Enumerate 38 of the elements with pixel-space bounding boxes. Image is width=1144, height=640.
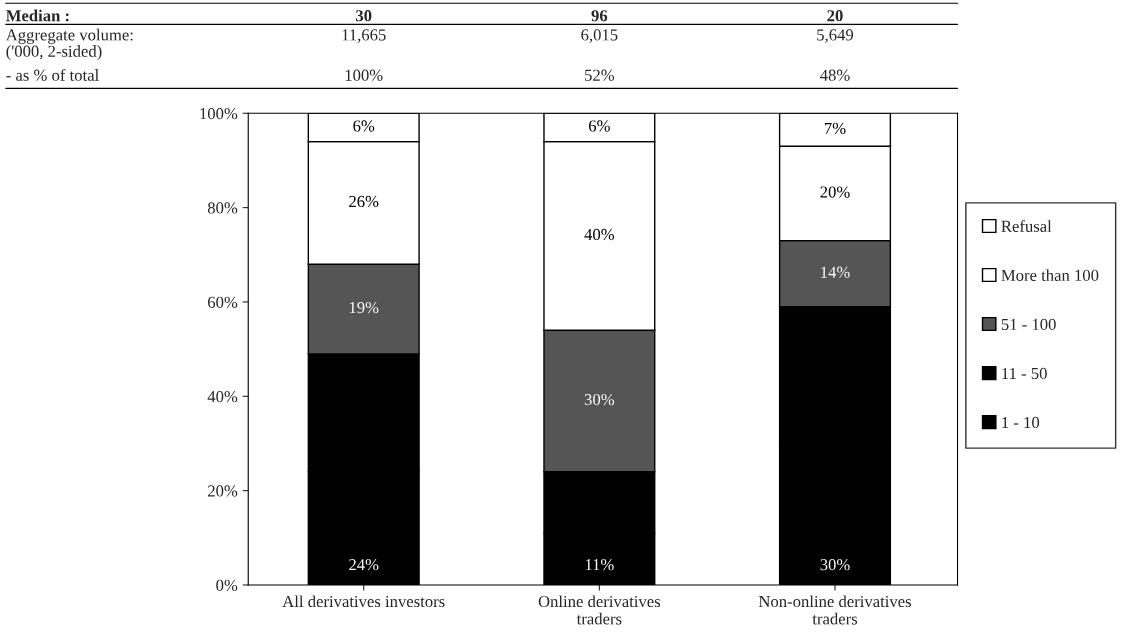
text: 30: [356, 10, 372, 22]
x-tick-label: All derivatives investors: [282, 595, 445, 608]
text: 48%: [820, 69, 850, 81]
y-tick-label: 100%: [200, 107, 238, 120]
text: Median :: [6, 9, 69, 22]
text: 20: [827, 10, 843, 22]
data-label: 19%: [349, 301, 379, 314]
data-label: 6%: [588, 120, 610, 132]
x-tick-label: Online derivatives traders: [538, 595, 661, 625]
data-label: 26%: [349, 195, 379, 208]
data-label: 30%: [584, 393, 615, 406]
x-tick-label: Non-online derivatives traders: [758, 595, 911, 625]
legend-label: 51 - 100: [1001, 318, 1056, 331]
y-tick-label: 20%: [208, 485, 238, 497]
data-label: 11%: [585, 559, 614, 571]
text: Aggregate volume: ('000, 2-sided): [5, 28, 133, 61]
data-label: 30%: [820, 559, 850, 571]
y-tick-label: 60%: [208, 296, 238, 308]
data-label: 7%: [824, 122, 846, 135]
y-tick-label: 80%: [207, 202, 238, 214]
data-label: 24%: [349, 559, 379, 571]
data-label: 6%: [353, 120, 375, 132]
text: 6,015: [581, 29, 618, 43]
text: 5,649: [817, 29, 854, 43]
text: 100%: [345, 69, 383, 81]
text: - as % of total: [6, 68, 99, 81]
data-label: 20%: [820, 186, 850, 198]
legend-label: 1 - 10: [1002, 416, 1040, 429]
legend-label: 11 - 50: [1002, 367, 1047, 380]
text: 52%: [585, 69, 615, 81]
y-tick-label: 40%: [207, 390, 238, 403]
text: 96: [591, 10, 608, 22]
y-tick-label: 0%: [216, 579, 238, 591]
legend-label: More than 100: [1001, 269, 1099, 281]
legend-label: Refusal: [1001, 220, 1052, 232]
text: 11,665: [342, 29, 386, 43]
data-label: 14%: [821, 266, 850, 278]
data-label: 40%: [584, 228, 615, 241]
